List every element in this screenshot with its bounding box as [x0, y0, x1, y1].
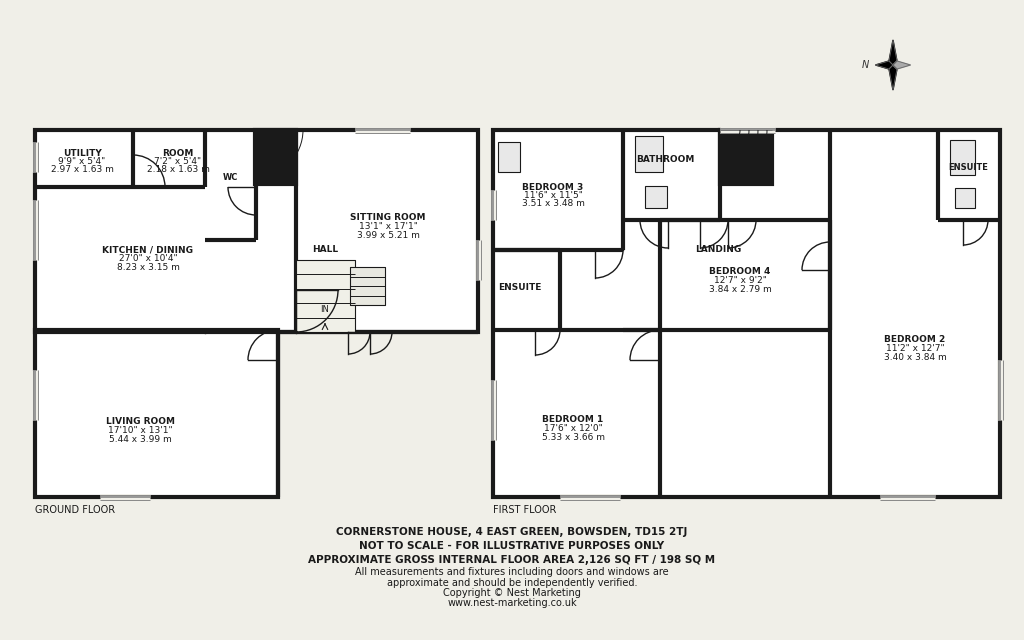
Text: GROUND FLOOR: GROUND FLOOR [35, 505, 115, 515]
Bar [255, 130, 296, 184]
Bar [955, 188, 975, 208]
Text: 8.23 x 3.15 m: 8.23 x 3.15 m [117, 262, 179, 271]
Text: 11'2" x 12'7": 11'2" x 12'7" [886, 344, 944, 353]
Bar [645, 186, 667, 208]
Text: 2.97 x 1.63 m: 2.97 x 1.63 m [50, 166, 114, 175]
Text: FIRST FLOOR: FIRST FLOOR [493, 505, 556, 515]
Bar [35, 130, 478, 332]
Text: 11'6" x 11'5": 11'6" x 11'5" [523, 191, 583, 200]
Bar [296, 260, 355, 332]
Bar [493, 130, 1000, 497]
Text: All measurements and fixtures including doors and windows are: All measurements and fixtures including … [355, 567, 669, 577]
Text: 3.40 x 3.84 m: 3.40 x 3.84 m [884, 353, 946, 362]
Text: 2.18 x 1.63 m: 2.18 x 1.63 m [146, 166, 210, 175]
Text: CORNERSTONE HOUSE, 4 EAST GREEN, BOWSDEN, TD15 2TJ: CORNERSTONE HOUSE, 4 EAST GREEN, BOWSDEN… [336, 527, 688, 537]
Text: NOT TO SCALE - FOR ILLUSTRATIVE PURPOSES ONLY: NOT TO SCALE - FOR ILLUSTRATIVE PURPOSES… [359, 541, 665, 551]
Text: 5.44 x 3.99 m: 5.44 x 3.99 m [109, 435, 171, 444]
Bar [498, 142, 520, 172]
Text: 27'0" x 10'4": 27'0" x 10'4" [119, 254, 177, 263]
Text: 9'9" x 5'4": 9'9" x 5'4" [58, 157, 105, 166]
Polygon shape [876, 61, 893, 69]
Text: BEDROOM 1: BEDROOM 1 [543, 415, 603, 424]
Text: ROOM: ROOM [163, 148, 194, 157]
Bar [950, 140, 975, 175]
Text: IN: IN [321, 305, 330, 314]
Text: LANDING: LANDING [695, 246, 741, 255]
Text: 12'7" x 9'2": 12'7" x 9'2" [714, 276, 766, 285]
Text: 3.99 x 5.21 m: 3.99 x 5.21 m [356, 230, 420, 239]
Text: 3.51 x 3.48 m: 3.51 x 3.48 m [521, 200, 585, 209]
Text: BEDROOM 4: BEDROOM 4 [710, 268, 771, 276]
Bar [720, 130, 772, 184]
Text: approximate and should be independently verified.: approximate and should be independently … [387, 578, 637, 588]
Text: ENSUITE: ENSUITE [499, 284, 542, 292]
Bar [350, 267, 385, 305]
Text: SITTING ROOM: SITTING ROOM [350, 214, 426, 223]
Text: BEDROOM 3: BEDROOM 3 [522, 182, 584, 191]
Text: 5.33 x 3.66 m: 5.33 x 3.66 m [542, 433, 604, 442]
Text: 13'1" x 17'1": 13'1" x 17'1" [358, 222, 418, 231]
Text: WC: WC [222, 173, 238, 182]
Text: UTILITY: UTILITY [62, 148, 101, 157]
Polygon shape [893, 61, 910, 69]
Bar [35, 330, 278, 497]
Text: 3.84 x 2.79 m: 3.84 x 2.79 m [709, 285, 771, 294]
Text: 7'2" x 5'4": 7'2" x 5'4" [155, 157, 202, 166]
Text: BEDROOM 2: BEDROOM 2 [885, 335, 945, 344]
Text: www.nest-marketing.co.uk: www.nest-marketing.co.uk [447, 598, 577, 608]
Text: LIVING ROOM: LIVING ROOM [105, 417, 174, 426]
Polygon shape [889, 40, 897, 65]
Text: 17'10" x 13'1": 17'10" x 13'1" [108, 426, 172, 435]
Text: N: N [861, 60, 868, 70]
Text: Copyright © Nest Marketing: Copyright © Nest Marketing [443, 588, 581, 598]
Text: BATHROOM: BATHROOM [636, 156, 694, 164]
Text: APPROXIMATE GROSS INTERNAL FLOOR AREA 2,126 SQ FT / 198 SQ M: APPROXIMATE GROSS INTERNAL FLOOR AREA 2,… [308, 555, 716, 565]
Text: HALL: HALL [312, 246, 338, 255]
Polygon shape [889, 65, 897, 90]
Bar [635, 136, 663, 172]
Text: 17'6" x 12'0": 17'6" x 12'0" [544, 424, 602, 433]
Text: KITCHEN / DINING: KITCHEN / DINING [102, 246, 194, 255]
Text: ENSUITE: ENSUITE [948, 163, 988, 172]
